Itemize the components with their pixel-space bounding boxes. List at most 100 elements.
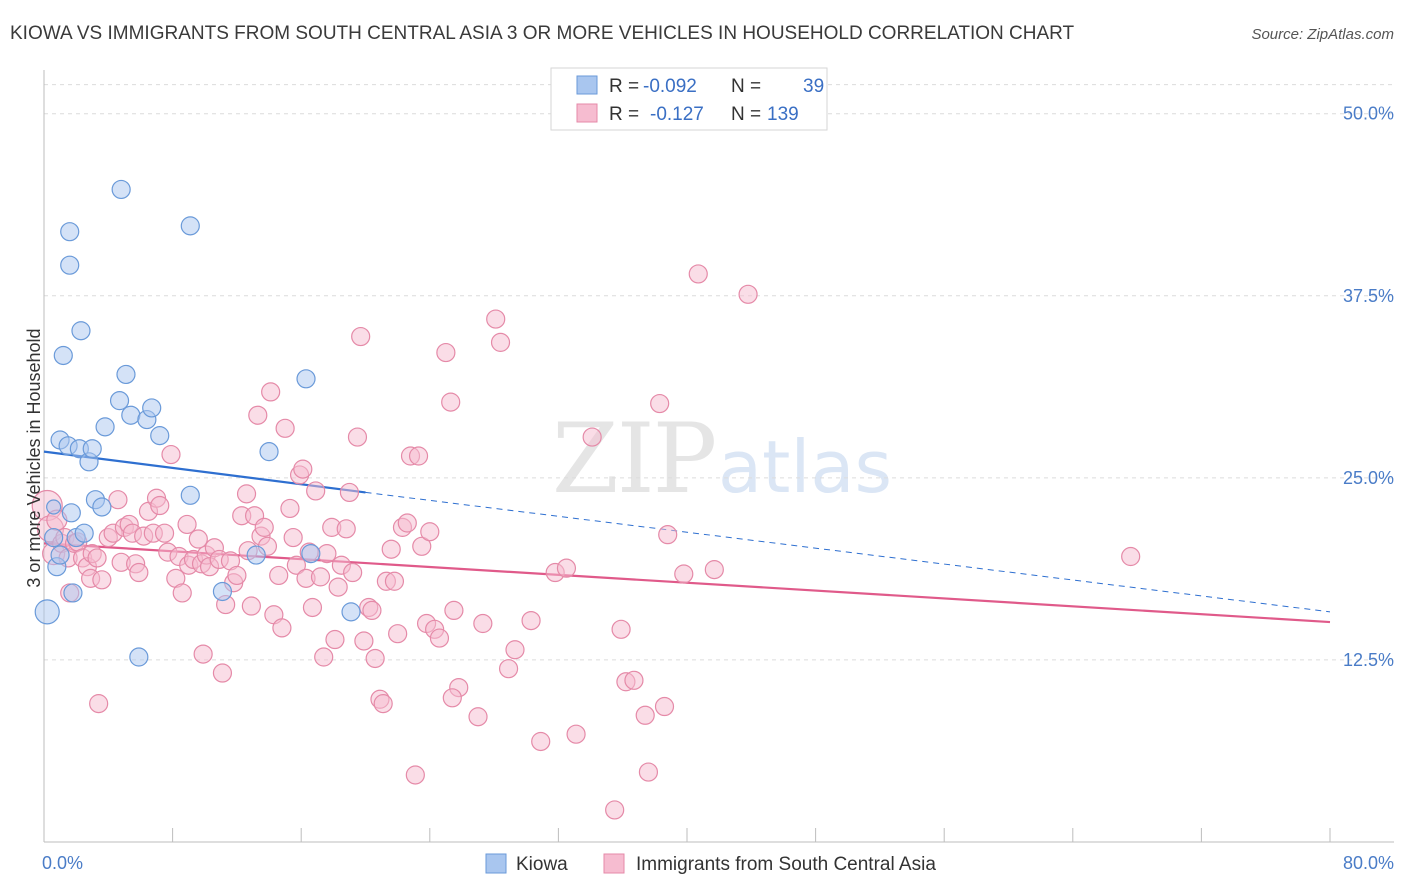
point-s1-66 (280, 498, 300, 519)
gridlines: 50.0% 37.5% 25.0% 12.5% (44, 84, 1394, 670)
bottom-legend-label-kiowa: Kiowa (516, 854, 568, 875)
point-s1-136 (738, 284, 758, 304)
stats-legend: R = -0.092 N = 39 R = -0.127 N = 139 (550, 67, 828, 131)
point-s0-30 (180, 485, 200, 505)
point-s1-94 (381, 539, 401, 559)
point-s0-31 (212, 581, 233, 602)
point-s1-118 (521, 610, 541, 631)
point-s1-102 (412, 536, 432, 556)
point-s1-67 (283, 527, 303, 548)
point-s0-24 (121, 405, 141, 425)
y-tick-label-1: 37.5% (1343, 286, 1394, 306)
point-s0-14 (71, 321, 91, 341)
stats-n-label-immigrants: N = (731, 104, 761, 125)
stats-r-value-kiowa: -0.092 (643, 76, 697, 97)
bottom-legend-swatch-kiowa (485, 853, 507, 874)
point-s0-6 (53, 345, 73, 366)
point-s1-119 (531, 731, 551, 752)
point-s0-20 (95, 417, 115, 437)
point-s1-101 (408, 446, 429, 466)
point-s1-92 (373, 694, 393, 714)
point-s1-85 (347, 427, 368, 447)
point-s1-131 (654, 696, 675, 717)
point-s0-25 (129, 647, 149, 667)
point-s1-127 (624, 670, 644, 690)
point-s1-31 (154, 523, 175, 543)
point-s1-108 (441, 392, 461, 412)
point-s1-65 (275, 418, 295, 438)
point-s0-33 (259, 442, 279, 462)
point-s1-107 (436, 342, 456, 363)
point-s0-22 (111, 179, 131, 200)
point-s1-112 (468, 707, 488, 727)
point-s1-42 (193, 644, 213, 664)
point-s1-121 (556, 558, 577, 578)
bottom-legend: Kiowa Immigrants from South Central Asia (485, 853, 936, 875)
point-s1-95 (384, 571, 405, 591)
point-s1-59 (254, 517, 274, 537)
point-s1-132 (658, 525, 678, 545)
point-s1-125 (611, 619, 631, 639)
y-tick-label-3: 12.5% (1343, 650, 1394, 670)
y-axis-label: 3 or more Vehicles in Household (24, 328, 44, 587)
point-s0-29 (180, 216, 200, 236)
point-s1-57 (248, 405, 268, 425)
stats-n-value-immigrants: 139 (767, 104, 799, 125)
point-s1-87 (354, 631, 374, 651)
point-s1-61 (261, 382, 281, 402)
point-s1-106 (429, 628, 450, 648)
point-s0-8 (60, 255, 80, 275)
point-s1-55 (241, 596, 261, 616)
source-label: Source: ZipAtlas.com (1251, 26, 1394, 43)
point-s1-117 (505, 640, 525, 660)
point-s1-111 (442, 688, 462, 708)
point-s0-23 (116, 364, 136, 385)
point-s1-73 (302, 597, 323, 618)
y-tick-label-2: 25.0% (1343, 468, 1394, 488)
trend-line-extension-0 (365, 491, 1331, 613)
point-s1-104 (420, 522, 440, 542)
point-s0-36 (341, 602, 361, 622)
point-s0-2 (44, 527, 64, 548)
point-s1-14 (87, 548, 107, 568)
point-s1-114 (486, 309, 506, 329)
point-s1-135 (704, 560, 724, 580)
point-s1-98 (397, 513, 417, 533)
point-s1-86 (351, 326, 371, 347)
point-s1-137 (1121, 546, 1141, 567)
point-s1-79 (325, 629, 345, 650)
stats-legend-swatch-immigrants (576, 103, 598, 123)
axes (43, 70, 1394, 843)
point-s1-89 (362, 600, 382, 621)
point-s1-25 (129, 562, 149, 583)
point-s1-124 (605, 800, 625, 820)
point-s0-32 (246, 545, 266, 565)
point-s1-96 (388, 624, 408, 644)
x-tick-label-max: 80.0% (1343, 853, 1394, 873)
point-s1-90 (365, 648, 385, 669)
point-s0-19 (92, 497, 112, 517)
point-s0-10 (61, 503, 81, 523)
x-tick-label-min: 0.0% (42, 853, 83, 873)
point-s0-35 (301, 543, 321, 564)
point-s0-1 (46, 499, 62, 515)
point-s1-37 (177, 514, 197, 535)
point-s1-30 (150, 495, 170, 516)
point-s1-47 (212, 663, 233, 683)
point-s1-83 (339, 482, 360, 503)
point-s1-53 (236, 484, 257, 504)
point-s1-115 (490, 332, 511, 352)
point-s1-133 (674, 564, 694, 584)
y-tick-label-0: 50.0% (1343, 104, 1394, 124)
point-s1-128 (635, 705, 655, 725)
point-s1-122 (566, 724, 586, 744)
stats-n-label-kiowa: N = (731, 76, 761, 97)
point-s1-123 (582, 427, 602, 447)
watermark-atlas: atlas (718, 425, 892, 509)
data-points (31, 179, 1141, 820)
point-s1-19 (108, 490, 128, 510)
point-s1-113 (473, 613, 493, 634)
point-s1-82 (336, 519, 356, 539)
point-s1-51 (227, 565, 247, 586)
point-s0-21 (109, 391, 130, 411)
